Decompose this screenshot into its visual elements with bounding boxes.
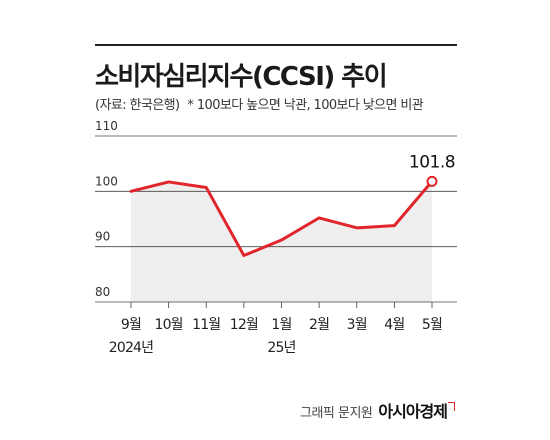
chart-subtitle: (자료: 한국은행) * 100보다 높으면 낙관, 100보다 낮으면 비관 <box>95 94 424 113</box>
footer: 그래픽 문지원 아시아경제 <box>300 398 455 422</box>
x-tick-label-7: 4월 <box>384 317 404 333</box>
title-rule <box>95 44 457 46</box>
x-tick-label-1: 10월 <box>154 317 182 333</box>
brand-logo: 아시아경제 <box>378 398 455 422</box>
y-tick-label-100: 100 <box>95 174 118 188</box>
y-tick-label-90: 90 <box>95 230 110 244</box>
x-tick-label-3: 12월 <box>230 317 258 333</box>
x-tick-label-4: 1월 <box>271 317 291 333</box>
brand-label: 아시아경제 <box>378 402 448 421</box>
brand-mark-icon <box>448 402 455 411</box>
x-tick-label-6: 3월 <box>347 317 367 333</box>
y-tick-label-80: 80 <box>95 285 110 299</box>
note-label: * 100보다 높으면 낙관, 100보다 낮으면 비관 <box>187 98 424 113</box>
x-tick-label-5: 2월 <box>309 317 329 333</box>
source-label: (자료: 한국은행) <box>95 98 180 113</box>
x-tick-label-0: 9월 <box>121 317 141 333</box>
x-tick-label-2: 11월 <box>192 317 220 333</box>
year-label-0: 2024년 <box>109 340 154 356</box>
y-tick-label-110: 110 <box>95 119 118 133</box>
series-line <box>129 179 434 258</box>
highlight-value-label: 101.8 <box>409 152 455 172</box>
x-tick-label-8: 5월 <box>422 317 442 333</box>
area-fill <box>131 181 432 302</box>
year-label-4: 25년 <box>267 340 295 356</box>
highlight-point <box>426 175 438 187</box>
chart-title: 소비자심리지수(CCSI) 추이 <box>95 62 388 92</box>
credit-label: 그래픽 문지원 <box>299 406 373 421</box>
